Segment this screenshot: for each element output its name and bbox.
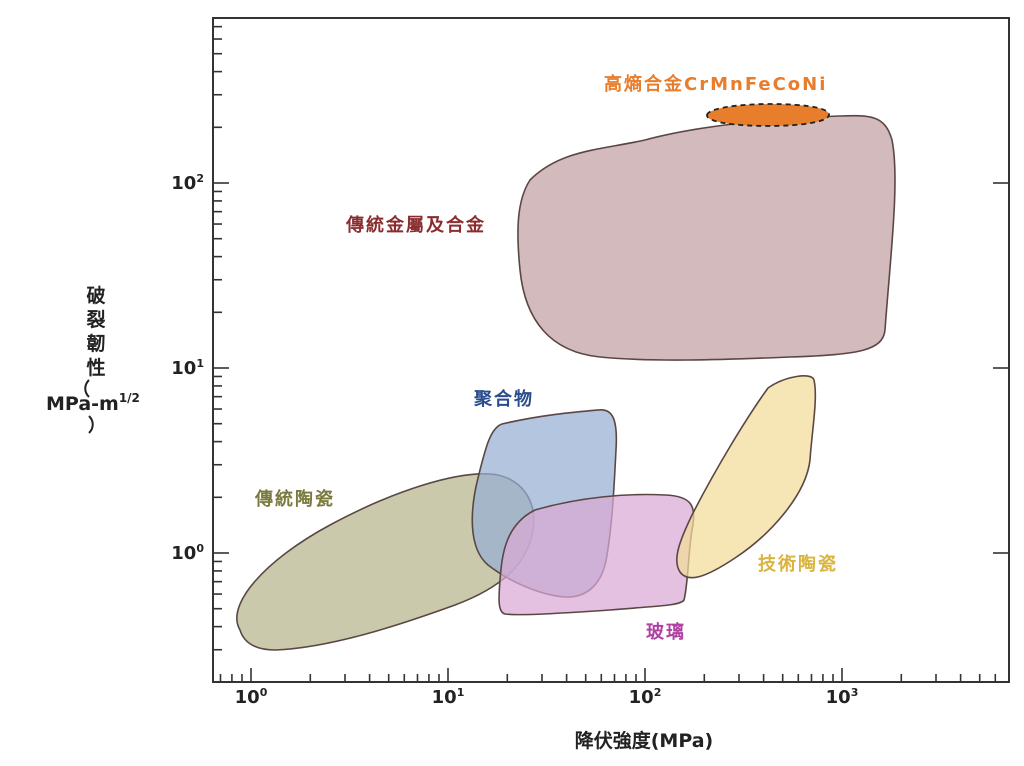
y-axis-title: 破 裂 韌 性 MPa-m1/2 [46, 285, 140, 434]
svg-text:MPa-m1/2: MPa-m1/2 [46, 391, 140, 415]
x-tick-label: 100 [235, 686, 268, 708]
svg-text:性: 性 [86, 356, 105, 379]
y-tick-label: 102 [171, 172, 204, 194]
ticks-layer [213, 25, 1009, 682]
svg-text:韌: 韌 [86, 332, 105, 355]
x-tick-label: 101 [432, 686, 465, 708]
region-label-polymers: 聚合物 [473, 388, 534, 410]
region-high-entropy-alloy [706, 103, 830, 127]
regions-layer [236, 103, 896, 651]
x-tick-label: 103 [826, 686, 859, 708]
region-labels: 傳統陶瓷 聚合物 玻璃 技術陶瓷 傳統金屬及合金 高熵合金CrMnFeCoNi [254, 73, 838, 643]
region-label-technical-ceramics: 技術陶瓷 [758, 553, 838, 575]
y-tick-label: 100 [171, 542, 204, 564]
svg-text:破: 破 [86, 285, 105, 307]
x-axis-title: 降伏強度(MPa) [575, 729, 714, 752]
region-label-traditional-ceramics: 傳統陶瓷 [254, 488, 335, 510]
x-tick-label: 102 [629, 686, 662, 708]
x-tick-labels: 100 101 102 103 [235, 686, 859, 708]
svg-text:裂: 裂 [86, 309, 105, 331]
region-glasses [498, 493, 695, 616]
region-label-glasses: 玻璃 [646, 621, 686, 643]
region-label-traditional-metals-and-alloys: 傳統金屬及合金 [345, 214, 486, 236]
region-technical-ceramics [676, 375, 817, 579]
y-tick-label: 101 [171, 357, 204, 379]
region-traditional-metals-and-alloys [517, 114, 896, 361]
plot-frame [212, 17, 1010, 683]
region-label-high-entropy-alloy: 高熵合金CrMnFeCoNi [604, 73, 827, 95]
y-tick-labels: 100 101 102 [171, 172, 204, 564]
